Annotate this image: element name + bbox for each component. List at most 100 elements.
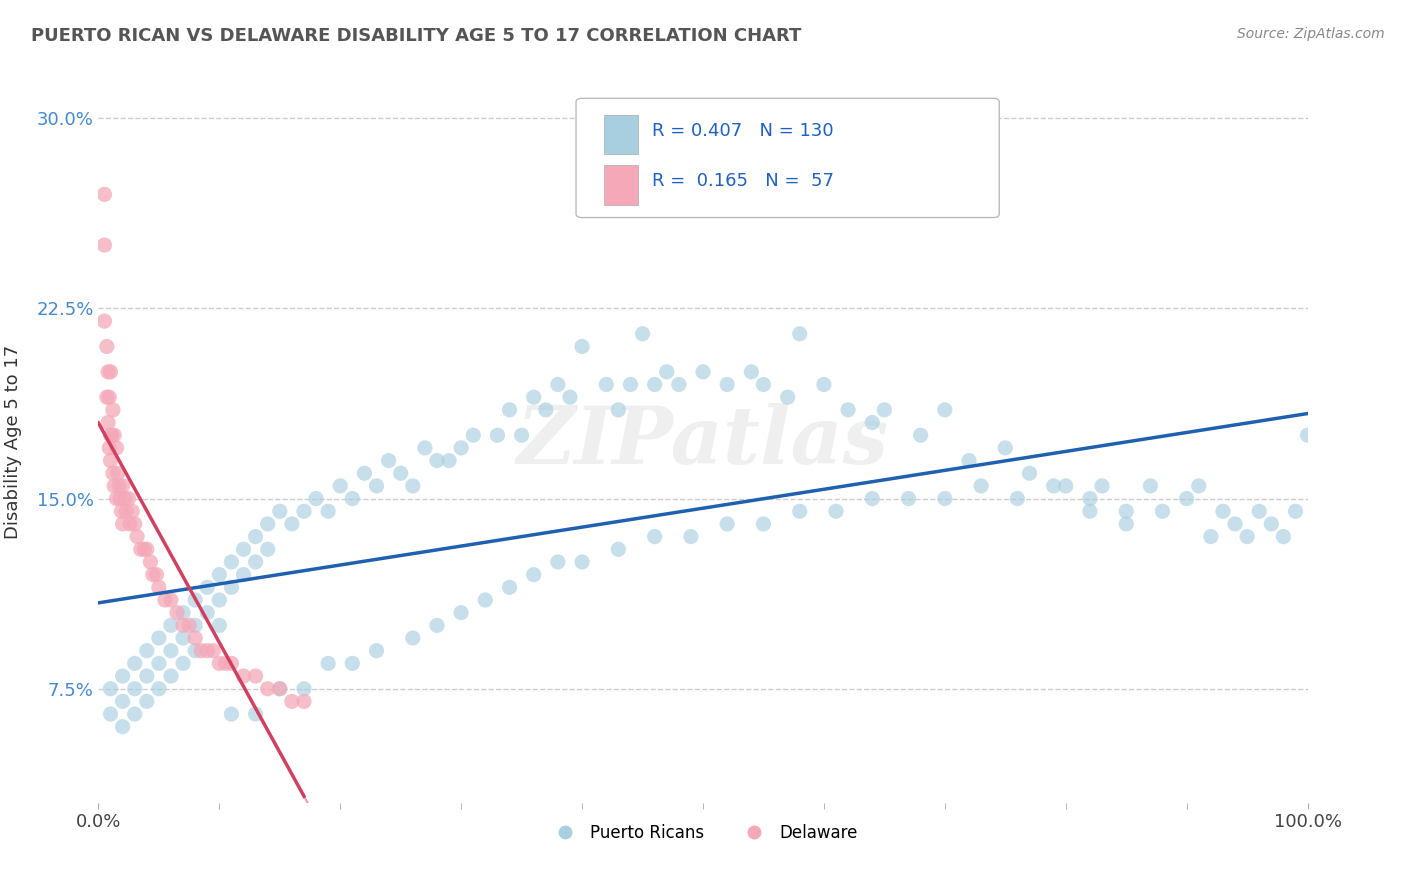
Point: [789, 326, 811, 341]
Point: [571, 339, 593, 353]
Point: [184, 593, 207, 607]
Point: [101, 402, 124, 417]
Text: Source: ZipAtlas.com: Source: ZipAtlas.com: [1237, 27, 1385, 41]
Point: [860, 491, 883, 506]
Point: [100, 453, 122, 467]
Point: [184, 631, 207, 645]
Point: [1249, 504, 1271, 518]
Point: [160, 618, 183, 632]
Point: [129, 542, 152, 557]
Point: [644, 377, 666, 392]
Point: [619, 377, 641, 392]
Point: [135, 669, 157, 683]
Point: [450, 606, 472, 620]
Y-axis label: Disability Age 5 to 17: Disability Age 5 to 17: [4, 344, 22, 539]
Point: [172, 618, 194, 632]
Point: [957, 453, 980, 467]
Point: [172, 657, 194, 671]
Point: [437, 453, 460, 467]
Point: [202, 643, 225, 657]
Point: [245, 555, 267, 569]
Point: [221, 555, 243, 569]
FancyBboxPatch shape: [603, 165, 638, 205]
Point: [179, 618, 201, 632]
Point: [740, 365, 762, 379]
Point: [1223, 516, 1246, 531]
Point: [195, 580, 218, 594]
Point: [1115, 516, 1137, 531]
Point: [1018, 467, 1040, 481]
Point: [221, 707, 243, 722]
Point: [148, 580, 170, 594]
Point: [124, 681, 146, 696]
Point: [101, 467, 124, 481]
Point: [160, 593, 183, 607]
Point: [100, 428, 122, 442]
Point: [389, 467, 412, 481]
Point: [1175, 491, 1198, 506]
Point: [970, 479, 993, 493]
Point: [100, 681, 122, 696]
Point: [135, 542, 157, 557]
Point: [118, 516, 141, 531]
Point: [93, 314, 115, 328]
Point: [342, 491, 364, 506]
Point: [1054, 479, 1077, 493]
Point: [1272, 530, 1295, 544]
Point: [114, 491, 136, 506]
Point: [825, 504, 848, 518]
Point: [103, 428, 125, 442]
Point: [571, 555, 593, 569]
Point: [692, 365, 714, 379]
Point: [547, 377, 569, 392]
Point: [366, 643, 388, 657]
Point: [148, 657, 170, 671]
Point: [377, 453, 399, 467]
Point: [111, 669, 134, 683]
Point: [269, 681, 291, 696]
Point: [510, 428, 533, 442]
Point: [498, 402, 520, 417]
Point: [245, 530, 267, 544]
Point: [256, 681, 278, 696]
Point: [292, 681, 315, 696]
Point: [292, 504, 315, 518]
Point: [776, 390, 799, 404]
Point: [232, 542, 254, 557]
Point: [366, 479, 388, 493]
FancyBboxPatch shape: [603, 114, 638, 154]
Point: [934, 491, 956, 506]
Text: ZIPatlas: ZIPatlas: [517, 403, 889, 480]
Point: [139, 555, 162, 569]
Point: [534, 402, 557, 417]
Point: [1042, 479, 1064, 493]
Point: [208, 657, 231, 671]
Point: [214, 657, 236, 671]
Point: [305, 491, 328, 506]
Point: [96, 339, 118, 353]
Point: [245, 669, 267, 683]
Point: [607, 402, 630, 417]
Point: [221, 657, 243, 671]
Point: [316, 504, 339, 518]
Point: [523, 390, 546, 404]
Point: [1296, 428, 1319, 442]
Point: [1139, 479, 1161, 493]
Point: [752, 377, 775, 392]
Text: R = 0.407   N = 130: R = 0.407 N = 130: [652, 122, 834, 140]
Point: [172, 606, 194, 620]
Point: [498, 580, 520, 594]
Point: [103, 479, 125, 493]
Point: [245, 707, 267, 722]
Point: [316, 657, 339, 671]
Point: [105, 441, 128, 455]
Point: [1188, 479, 1211, 493]
Point: [111, 720, 134, 734]
Point: [145, 567, 167, 582]
Point: [486, 428, 509, 442]
Point: [184, 643, 207, 657]
Point: [450, 441, 472, 455]
Point: [269, 504, 291, 518]
Point: [789, 504, 811, 518]
Point: [1212, 504, 1234, 518]
